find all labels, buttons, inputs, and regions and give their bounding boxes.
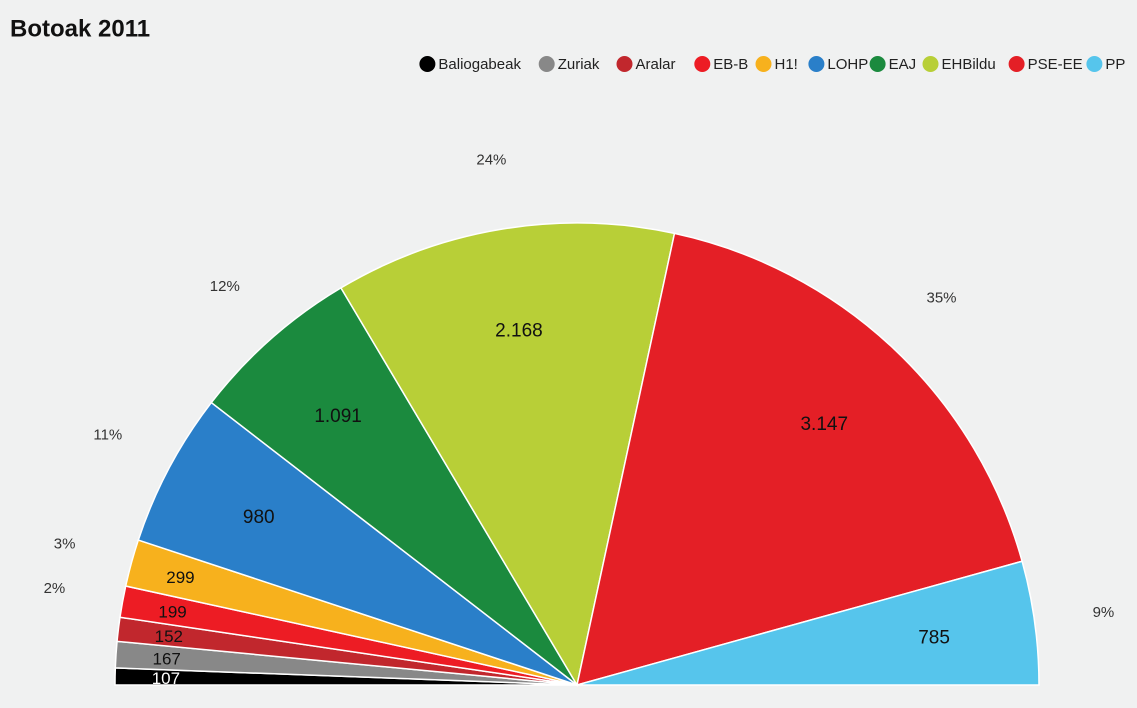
slice	[210, 286, 578, 686]
legend-swatch	[694, 56, 711, 72]
value-label: 2.168	[495, 320, 543, 341]
value-label: 167	[153, 649, 181, 668]
legend-label: PP	[1105, 56, 1125, 73]
legend-swatch	[419, 56, 436, 72]
legend-label: H1!	[775, 56, 798, 73]
percent-label: 12%	[210, 278, 240, 295]
legend-swatch	[1008, 56, 1025, 72]
value-label: 1.091	[314, 406, 362, 427]
percent-label: 35%	[927, 289, 957, 306]
value-label: 785	[918, 627, 950, 648]
legend-label: Baliogabeak	[438, 56, 521, 73]
legend-swatch	[1086, 56, 1103, 72]
value-label: 152	[155, 627, 183, 646]
value-label: 107	[152, 669, 180, 688]
legend-label: EAJ	[889, 56, 917, 73]
percent-label: 2%	[44, 580, 66, 597]
legend-label: PSE-EE	[1028, 56, 1083, 73]
legend-swatch	[538, 56, 555, 72]
legend-label: EHBildu	[942, 56, 996, 73]
slice	[339, 222, 676, 688]
legend-swatch	[922, 56, 939, 72]
legend-swatch	[616, 56, 633, 72]
percent-label: 9%	[1093, 604, 1115, 621]
legend-label: LOHP	[827, 56, 868, 73]
legend-swatch	[869, 56, 886, 72]
value-label: 299	[166, 568, 194, 587]
percent-label: 11%	[93, 427, 122, 444]
legend-swatch	[808, 56, 825, 72]
percent-label: 3%	[54, 536, 76, 553]
value-label: 199	[158, 602, 186, 621]
value-label: 980	[243, 507, 275, 528]
slice	[576, 560, 1040, 686]
percent-label: 24%	[476, 152, 506, 169]
value-label: 3.147	[800, 414, 848, 435]
chart-title: Botoak 2011	[10, 15, 150, 42]
legend-label: Aralar	[636, 56, 676, 73]
legend-swatch	[755, 56, 772, 72]
slice	[576, 232, 1024, 687]
legend-label: EB-B	[713, 56, 748, 73]
legend-label: Zuriak	[558, 56, 600, 73]
slice	[137, 401, 578, 686]
